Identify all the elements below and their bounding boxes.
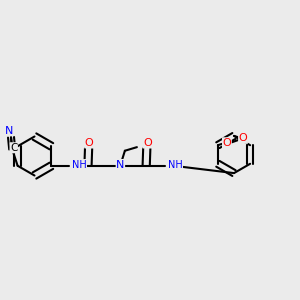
Text: N: N [5, 126, 14, 136]
Text: NH: NH [168, 160, 182, 170]
Text: C: C [10, 143, 17, 153]
Text: N: N [116, 160, 124, 170]
Text: O: O [85, 138, 94, 148]
Text: O: O [223, 138, 231, 148]
Text: O: O [143, 138, 152, 148]
Text: O: O [238, 133, 247, 143]
Text: NH: NH [72, 160, 86, 170]
